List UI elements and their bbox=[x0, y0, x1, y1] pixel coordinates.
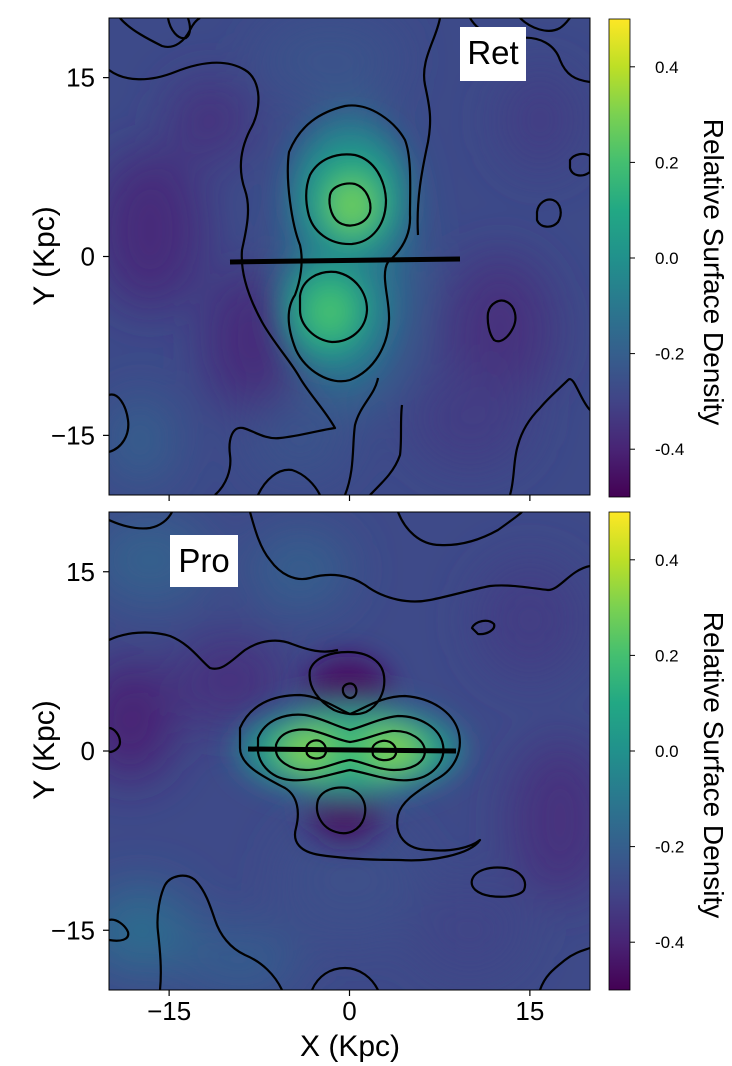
pro-xtick-label: 15 bbox=[515, 996, 544, 1026]
pro-contour bbox=[109, 918, 130, 942]
ret-colorbar-tick-label: -0.4 bbox=[655, 440, 684, 459]
ret-ytick-label: −15 bbox=[51, 420, 95, 450]
ret-contour bbox=[298, 270, 369, 344]
pro-heatmap bbox=[109, 512, 590, 990]
pro-contour bbox=[341, 682, 358, 700]
pro-contours bbox=[109, 512, 590, 990]
pro-contour bbox=[470, 619, 496, 636]
pro-xtick-label: 0 bbox=[342, 996, 356, 1026]
pro-contour bbox=[109, 726, 122, 754]
ret-contour bbox=[286, 104, 412, 383]
pro-contour bbox=[538, 946, 590, 990]
pro-contour bbox=[470, 866, 527, 898]
ret-colorbar-tick-label: 0.0 bbox=[655, 249, 679, 268]
pro-colorbar-label: Relative Surface Density bbox=[698, 612, 729, 919]
ret-contour bbox=[119, 18, 201, 48]
ret-contour bbox=[343, 377, 380, 495]
ret-ylabel: Y (Kpc) bbox=[28, 206, 61, 305]
panel-pro: Pro Y (Kpc) X (Kpc) 150−15−15 0 15 0.40.20… bbox=[28, 511, 729, 1063]
panel-ret: Ret Y (Kpc) 15 0 −15 0.4 0.2 0.0 -0.2 -0.4 Rel… bbox=[28, 17, 729, 501]
ret-contour bbox=[535, 198, 562, 228]
pro-colorbar-tick-label: 0.2 bbox=[655, 646, 679, 665]
ret-heatmap bbox=[109, 18, 590, 495]
ret-contour bbox=[166, 18, 192, 40]
ret-bar-line bbox=[229, 256, 461, 265]
pro-contour bbox=[315, 786, 367, 835]
pro-contour bbox=[238, 693, 482, 862]
pro-contour bbox=[156, 874, 283, 990]
pro-panel-label-box: Pro bbox=[170, 535, 238, 587]
ret-contour bbox=[416, 18, 442, 236]
ret-colorbar-tick-label: 0.4 bbox=[655, 58, 679, 77]
pro-ytick-label: −15 bbox=[51, 915, 95, 945]
ret-axes: 15 0 −15 bbox=[51, 63, 531, 501]
ret-contour bbox=[109, 61, 337, 495]
ret-colorbar-label: Relative Surface Density bbox=[698, 119, 729, 426]
ret-colorbar-tick-label: -0.2 bbox=[655, 345, 684, 364]
ret-contour bbox=[486, 299, 517, 343]
ret-colorbar: 0.4 0.2 0.0 -0.2 -0.4 bbox=[608, 18, 684, 498]
pro-contour bbox=[256, 713, 445, 782]
pro-contour bbox=[310, 966, 379, 990]
pro-contour bbox=[396, 512, 523, 547]
ret-panel-label: Ret bbox=[467, 34, 518, 71]
ret-contour bbox=[508, 378, 590, 495]
pro-colorbar-tick-label: -0.2 bbox=[655, 838, 684, 857]
ret-contour bbox=[257, 468, 321, 495]
pro-axes: 15 0 −15 −15 0 15 bbox=[51, 557, 544, 1026]
pro-colorbar-tick-label: -0.4 bbox=[655, 933, 684, 952]
ret-contour bbox=[568, 152, 590, 177]
pro-colorbar-tick-label: 0.0 bbox=[655, 742, 679, 761]
pro-xlabel: X (Kpc) bbox=[300, 1030, 400, 1063]
pro-colorbar: 0.4 0.2 0.0 -0.2 -0.4 bbox=[608, 511, 684, 991]
pro-ytick-label: 15 bbox=[66, 557, 95, 587]
ret-ytick-label: 15 bbox=[66, 63, 95, 93]
pro-contour bbox=[109, 631, 339, 670]
ret-contour bbox=[328, 182, 372, 227]
pro-ylabel: Y (Kpc) bbox=[28, 700, 61, 799]
ret-colorbar-tick-label: 0.2 bbox=[655, 153, 679, 172]
pro-contour bbox=[248, 512, 590, 603]
pro-colorbar-gradient bbox=[608, 511, 631, 991]
pro-contour bbox=[308, 650, 386, 716]
pro-xtick-label: −15 bbox=[147, 996, 191, 1026]
ret-colorbar-gradient bbox=[608, 18, 631, 498]
ret-panel-label-box: Ret bbox=[460, 27, 526, 81]
ret-ytick-label: 0 bbox=[81, 242, 95, 272]
ret-contours bbox=[109, 18, 590, 495]
ret-contour bbox=[109, 393, 130, 454]
ret-contour bbox=[305, 153, 388, 246]
ret-contour bbox=[369, 404, 404, 495]
pro-colorbar-tick-label: 0.4 bbox=[655, 551, 679, 570]
pro-ytick-label: 0 bbox=[81, 736, 95, 766]
ret-contour bbox=[519, 18, 571, 32]
pro-panel-label: Pro bbox=[178, 542, 229, 579]
pro-bar-line bbox=[247, 746, 457, 754]
pro-contour bbox=[109, 512, 173, 530]
